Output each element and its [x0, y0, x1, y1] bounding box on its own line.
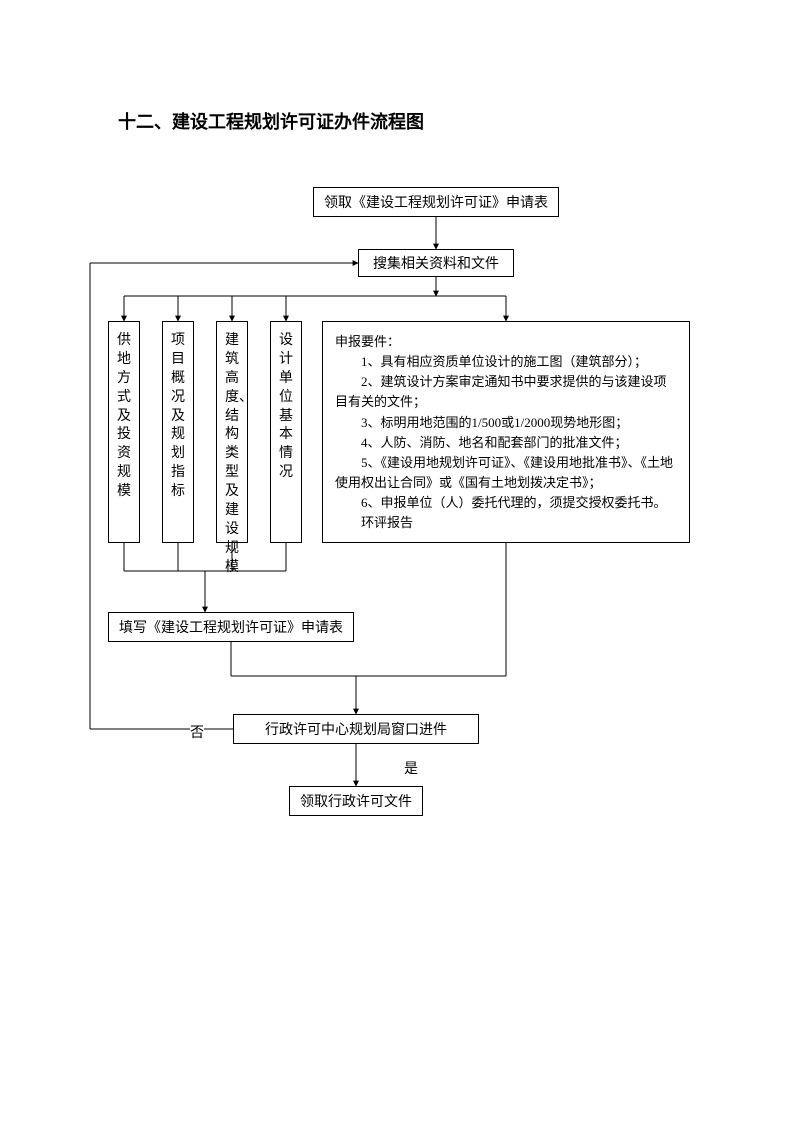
- page: 十二、建设工程规划许可证办件流程图 领取《建设工程规划许可证》申请表 搜集相关资…: [0, 0, 793, 1122]
- node-window: 行政许可中心规划局窗口进件: [233, 714, 479, 744]
- node-v1-label: 供地方式及投资规模: [117, 332, 131, 502]
- node-v4-label: 设计单位基本情况: [279, 332, 293, 483]
- node-v2: 项目概况及规划指标: [162, 321, 194, 543]
- req-item-5: 5、《建设用地规划许可证》、《建设用地批准书》、《土地使用权出让合同》或《国有土…: [335, 453, 677, 493]
- node-v3: 建筑高度、结构类型及建设规模: [216, 321, 248, 543]
- flow-connectors: [0, 0, 793, 1122]
- label-yes: 是: [404, 758, 418, 778]
- req-item-4: 4、人防、消防、地名和配套部门的批准文件；: [335, 433, 677, 453]
- page-title: 十二、建设工程规划许可证办件流程图: [118, 108, 424, 134]
- req-item-1: 1、具有相应资质单位设计的施工图（建筑部分）；: [335, 352, 677, 372]
- node-collect: 搜集相关资料和文件: [358, 249, 514, 277]
- req-item-3: 3、标明用地范围的1/500或1/2000现势地形图；: [335, 413, 677, 433]
- label-no: 否: [190, 722, 204, 742]
- req-item-2: 2、建筑设计方案审定通知书中要求提供的与该建设项目有关的文件；: [335, 372, 677, 412]
- node-end: 领取行政许可文件: [289, 786, 423, 816]
- req-title: 申报要件：: [335, 332, 677, 352]
- node-requirements: 申报要件： 1、具有相应资质单位设计的施工图（建筑部分）； 2、建筑设计方案审定…: [322, 321, 690, 543]
- node-v3-label: 建筑高度、结构类型及建设规模: [225, 332, 239, 578]
- node-fill-form: 填写《建设工程规划许可证》申请表: [108, 612, 354, 642]
- node-start: 领取《建设工程规划许可证》申请表: [313, 187, 559, 217]
- req-footer: 环评报告: [335, 513, 677, 533]
- node-v1: 供地方式及投资规模: [108, 321, 140, 543]
- node-v4: 设计单位基本情况: [270, 321, 302, 543]
- req-item-6: 6、申报单位（人）委托代理的，须提交授权委托书。: [335, 493, 677, 513]
- node-v2-label: 项目概况及规划指标: [171, 332, 185, 502]
